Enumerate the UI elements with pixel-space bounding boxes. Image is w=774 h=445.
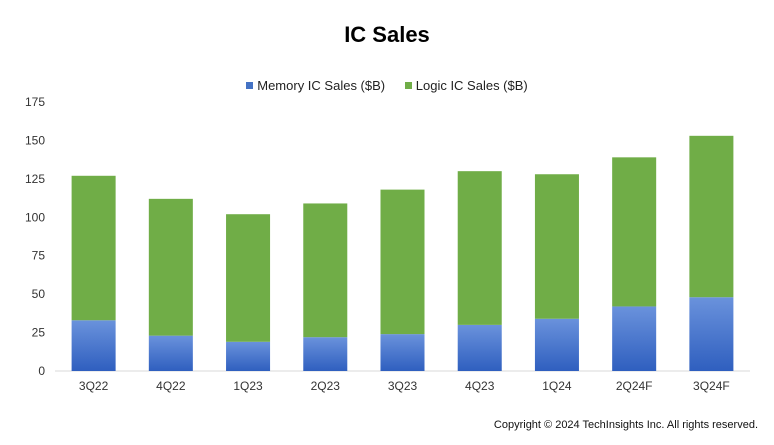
y-tick-label: 75 xyxy=(32,249,46,263)
bar-memory xyxy=(689,297,734,371)
bar-memory xyxy=(457,324,502,371)
x-tick-label: 2Q24F xyxy=(616,379,653,393)
legend-label-memory: Memory IC Sales ($B) xyxy=(257,78,386,93)
bar-logic xyxy=(612,157,657,307)
x-tick-label: 3Q23 xyxy=(388,379,418,393)
y-tick-label: 125 xyxy=(25,172,45,186)
chart-title: IC Sales xyxy=(344,22,430,47)
y-tick-label: 50 xyxy=(32,287,46,301)
bar-logic xyxy=(689,135,734,298)
x-tick-label: 4Q23 xyxy=(465,379,495,393)
y-tick-label: 0 xyxy=(38,364,45,378)
bar-memory xyxy=(612,306,657,371)
legend-swatch-logic xyxy=(404,82,412,89)
bar-logic xyxy=(71,175,116,321)
legend: Memory IC Sales ($B) Logic IC Sales ($B) xyxy=(0,77,774,93)
x-tick-label: 2Q23 xyxy=(311,379,341,393)
bar-logic xyxy=(226,214,271,342)
legend-label-logic: Logic IC Sales ($B) xyxy=(415,78,528,93)
legend-item-memory: Memory IC Sales ($B) xyxy=(246,78,385,93)
bar-logic xyxy=(380,189,425,335)
x-tick-label: 3Q22 xyxy=(79,379,109,393)
x-tick-label: 1Q24 xyxy=(542,379,572,393)
y-tick-label: 175 xyxy=(25,95,45,109)
bar-logic xyxy=(303,203,348,338)
bar-logic xyxy=(457,171,502,325)
legend-item-logic: Logic IC Sales ($B) xyxy=(404,78,528,93)
bar-logic xyxy=(534,174,579,319)
y-tick-label: 100 xyxy=(25,210,45,224)
legend-swatch-memory xyxy=(246,82,254,89)
bar-memory xyxy=(303,337,348,371)
x-tick-label: 1Q23 xyxy=(233,379,263,393)
bar-memory xyxy=(148,335,193,371)
copyright-text: Copyright © 2024 TechInsights Inc. All r… xyxy=(493,419,758,431)
x-tick-label: 4Q22 xyxy=(156,379,186,393)
x-tick-label: 3Q24F xyxy=(693,379,730,393)
bar-logic xyxy=(148,198,193,336)
bar-memory xyxy=(226,341,271,371)
bar-memory xyxy=(380,334,425,371)
bar-memory xyxy=(534,318,579,371)
bar-memory xyxy=(71,320,116,371)
y-tick-label: 25 xyxy=(32,326,46,340)
y-tick-label: 150 xyxy=(25,133,45,147)
